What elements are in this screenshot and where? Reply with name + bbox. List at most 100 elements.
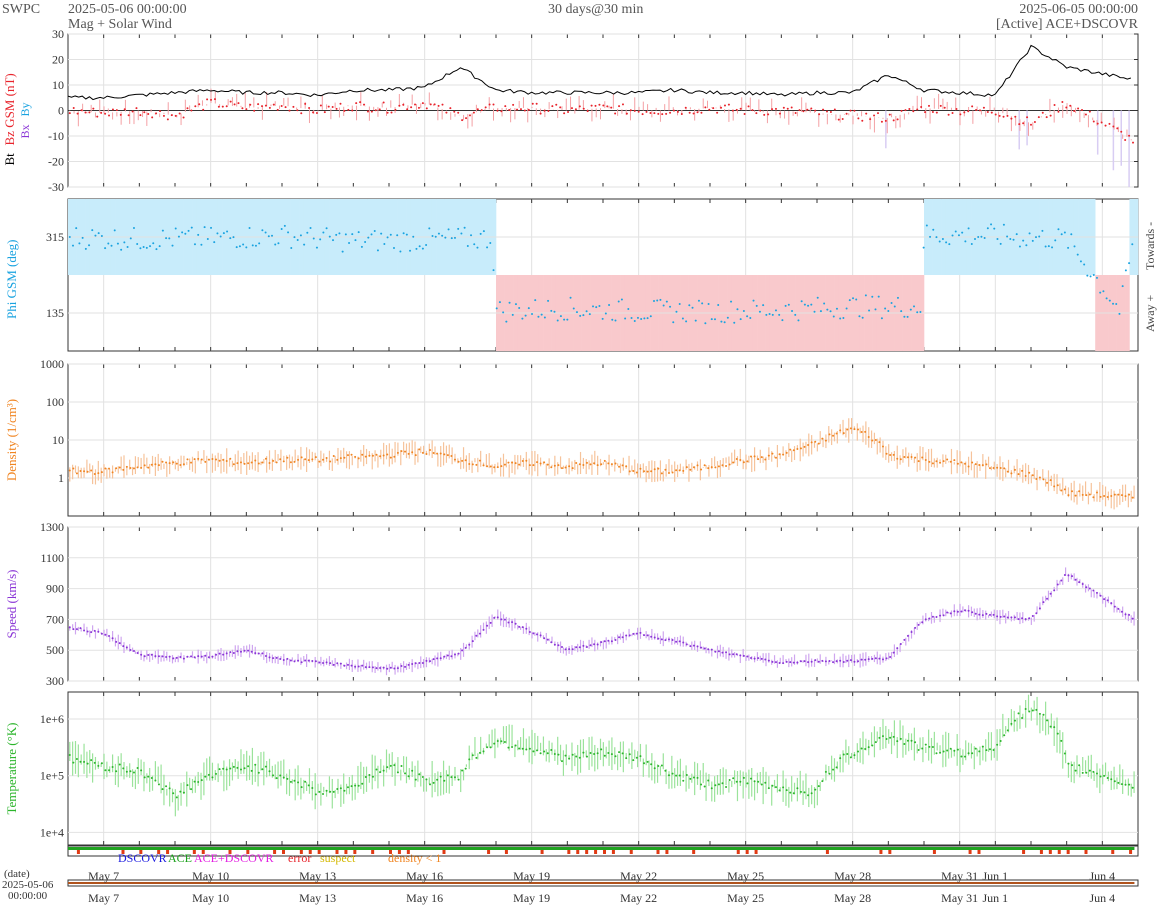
phi-point xyxy=(730,300,733,303)
temperature-point xyxy=(653,767,656,770)
bz-point xyxy=(1092,120,1095,123)
temperature-point xyxy=(578,756,581,759)
bz-point xyxy=(366,110,369,113)
phi-point xyxy=(925,224,928,227)
density-point xyxy=(939,461,942,464)
density-point xyxy=(232,463,235,466)
bz-point xyxy=(684,106,687,109)
phi-point xyxy=(322,231,325,234)
speed-point xyxy=(322,662,325,665)
speed-point xyxy=(350,664,353,667)
temperature-point xyxy=(318,790,321,793)
phi-point xyxy=(450,237,453,240)
phi-point xyxy=(145,246,148,249)
density-point xyxy=(707,467,710,470)
date-tick-upper: May 19 xyxy=(513,869,550,883)
phi-point xyxy=(688,304,691,307)
bz-point xyxy=(716,111,719,114)
density-point xyxy=(1131,496,1134,499)
density-point xyxy=(785,451,788,454)
bz-point xyxy=(178,112,181,115)
phi-point xyxy=(672,321,675,324)
phi-point xyxy=(537,315,540,318)
density-point xyxy=(1078,490,1081,493)
phi-point xyxy=(482,230,485,233)
flag-mark xyxy=(353,850,357,854)
speed-point xyxy=(782,662,785,665)
bz-point xyxy=(841,118,844,121)
phi-point xyxy=(258,242,261,245)
speed-point xyxy=(956,610,959,613)
density-point xyxy=(396,451,399,454)
bt-ylabel: Bt xyxy=(2,153,17,166)
bz-point xyxy=(516,108,519,111)
bz-point xyxy=(339,102,342,105)
speed-point xyxy=(985,612,988,615)
temperature-point xyxy=(550,748,553,751)
density-point xyxy=(1003,467,1006,470)
bz-point xyxy=(692,112,695,115)
speed-point xyxy=(618,636,621,639)
phi-point xyxy=(332,239,335,242)
temperature-point xyxy=(792,792,795,795)
density-point xyxy=(493,466,496,469)
flag-mark xyxy=(567,850,571,854)
bz-point xyxy=(323,111,326,114)
speed-point xyxy=(439,657,442,660)
density-point xyxy=(165,461,168,464)
density-point xyxy=(921,456,924,459)
temperature-tick-label: 1e+5 xyxy=(40,769,64,783)
speed-point xyxy=(325,661,328,664)
temperature-point xyxy=(928,745,931,748)
phi-point xyxy=(181,231,184,234)
density-point xyxy=(421,451,424,454)
density-point xyxy=(985,463,988,466)
temperature-point xyxy=(125,770,128,773)
bz-point xyxy=(904,109,907,112)
bz-point xyxy=(680,112,683,115)
density-point xyxy=(878,441,881,444)
speed-point xyxy=(1046,597,1049,600)
density-tick-label: 100 xyxy=(46,395,64,409)
density-point xyxy=(653,468,656,471)
speed-point xyxy=(696,645,699,648)
speed-point xyxy=(971,611,974,614)
phi-point xyxy=(649,315,652,318)
speed-point xyxy=(889,656,892,659)
speed-point xyxy=(828,660,831,663)
phi-point xyxy=(116,242,119,245)
density-point xyxy=(314,456,317,459)
phi-point xyxy=(627,307,630,310)
phi-point xyxy=(781,319,784,322)
speed-point xyxy=(289,659,292,662)
speed-point xyxy=(90,631,93,634)
temperature-point xyxy=(293,779,296,782)
speed-point xyxy=(243,649,246,652)
phi-point xyxy=(396,234,399,237)
bz-point xyxy=(849,109,852,112)
phi-point xyxy=(874,308,877,311)
speed-point xyxy=(150,653,153,656)
bz-point xyxy=(539,112,542,115)
density-point xyxy=(860,431,863,434)
temperature-point xyxy=(664,769,667,772)
bz-point xyxy=(955,108,958,111)
temperature-point xyxy=(200,779,203,782)
speed-point xyxy=(560,645,563,648)
density-point xyxy=(86,470,89,473)
phi-point xyxy=(543,316,546,319)
density-point xyxy=(814,440,817,443)
speed-tick-label: 1100 xyxy=(40,551,64,565)
speed-point xyxy=(992,613,995,616)
phi-point xyxy=(1018,245,1021,248)
bz-point xyxy=(300,112,303,115)
density-point xyxy=(774,456,777,459)
speed-point xyxy=(375,667,378,670)
phi-point xyxy=(832,315,835,318)
speed-point xyxy=(1131,617,1134,620)
phi-point xyxy=(1028,232,1031,235)
speed-point xyxy=(632,632,635,635)
speed-point xyxy=(553,643,556,646)
phi-point xyxy=(171,244,174,247)
phi-point xyxy=(1076,253,1079,256)
